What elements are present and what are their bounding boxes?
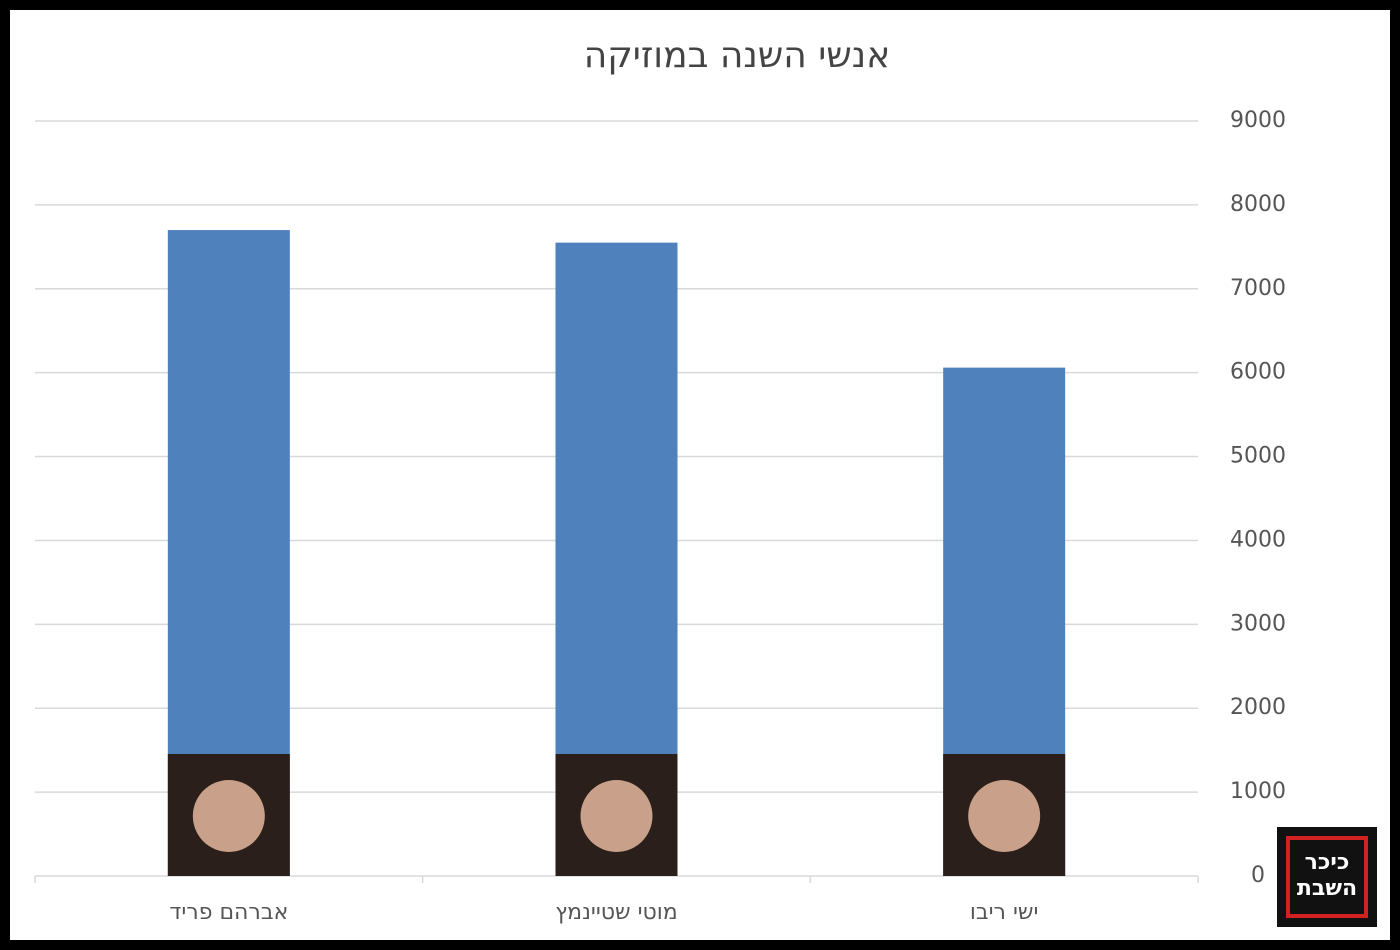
y-tick-label: 0 <box>1251 863 1265 888</box>
y-tick-label: 5000 <box>1230 444 1286 469</box>
photo-face <box>968 780 1041 852</box>
x-tick-label: אברהם פריד <box>169 900 288 925</box>
y-tick-label: 8000 <box>1230 192 1286 217</box>
x-tick-label: מוטי שטיינמץ <box>555 900 677 925</box>
logo-box <box>1277 827 1377 927</box>
logo-text: השבת <box>1297 876 1357 901</box>
photo-face <box>580 780 653 852</box>
y-tick-label: 6000 <box>1230 360 1286 385</box>
y-tick-label: 7000 <box>1230 276 1286 301</box>
x-tick-label: ישי ריבו <box>970 900 1038 925</box>
logo-frame <box>1286 836 1368 918</box>
y-tick-label: 2000 <box>1230 695 1286 720</box>
y-tick-label: 3000 <box>1230 611 1286 636</box>
y-tick-label: 9000 <box>1230 108 1286 133</box>
logo-text: כיכר <box>1305 850 1350 875</box>
photo-face <box>192 780 265 852</box>
chart-title: אנשי השנה במוזיקה <box>584 35 891 76</box>
y-tick-label: 4000 <box>1230 527 1286 552</box>
logo: כיכר השבת <box>1277 827 1377 927</box>
y-tick-label: 1000 <box>1230 779 1286 804</box>
